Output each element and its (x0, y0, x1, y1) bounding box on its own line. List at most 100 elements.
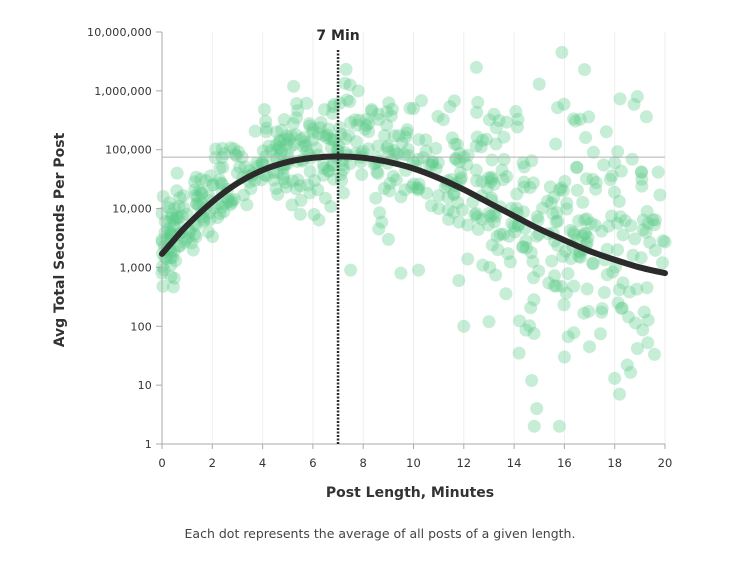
data-point (165, 207, 179, 221)
data-point (449, 151, 463, 165)
data-point (577, 306, 591, 320)
data-point (557, 97, 571, 111)
data-point (420, 186, 434, 200)
data-point (407, 102, 420, 116)
data-point (337, 162, 351, 176)
data-point (317, 161, 331, 175)
data-point (270, 143, 284, 157)
data-point (628, 316, 642, 330)
y-tick-label: 10,000 (112, 203, 152, 216)
data-point (343, 157, 357, 171)
data-point (452, 155, 466, 169)
data-point (611, 296, 625, 310)
data-point (214, 176, 228, 190)
data-point (365, 103, 379, 117)
data-point (640, 281, 654, 295)
data-point (630, 282, 644, 296)
data-point (614, 301, 628, 315)
data-point (372, 113, 386, 127)
data-point (322, 164, 336, 178)
data-point (527, 327, 541, 341)
data-point (185, 236, 199, 250)
data-point (177, 201, 191, 215)
data-point (567, 227, 581, 241)
data-point (490, 230, 504, 244)
data-point (442, 212, 456, 226)
data-point (322, 122, 336, 136)
data-point (361, 142, 375, 156)
data-point (306, 122, 320, 136)
data-point (385, 102, 399, 116)
data-point (635, 172, 649, 186)
data-point (476, 133, 490, 147)
data-point (190, 197, 204, 211)
data-point (544, 196, 558, 210)
data-point (618, 214, 632, 228)
data-point (412, 133, 426, 147)
data-point (484, 175, 498, 189)
data-point (325, 159, 339, 173)
data-point (381, 139, 395, 153)
data-point (523, 181, 537, 195)
data-point (429, 162, 443, 176)
data-point (194, 172, 208, 186)
data-point (307, 174, 321, 188)
data-point (197, 212, 211, 226)
data-point (193, 184, 207, 198)
data-point (382, 184, 396, 198)
data-point (572, 214, 586, 228)
data-point (482, 315, 496, 329)
data-point (164, 251, 178, 265)
data-point (387, 129, 401, 143)
data-point (502, 229, 516, 243)
data-point (351, 84, 365, 98)
data-point (211, 210, 225, 224)
data-point (237, 188, 251, 202)
data-point (479, 132, 493, 146)
data-point (493, 227, 507, 241)
data-point (299, 139, 313, 153)
data-point (653, 188, 667, 202)
data-point (172, 199, 186, 213)
data-point (570, 160, 584, 174)
data-point (424, 199, 438, 213)
data-point (392, 129, 406, 143)
data-point (451, 196, 465, 210)
data-point (412, 177, 426, 191)
data-point (425, 155, 439, 169)
data-point (639, 110, 653, 124)
data-point (530, 210, 544, 224)
data-point (391, 148, 405, 162)
data-point (398, 183, 412, 197)
data-point (589, 182, 603, 196)
data-point (561, 267, 575, 281)
vertical-gridlines (211, 32, 666, 444)
data-point (482, 171, 496, 185)
data-point (432, 202, 446, 216)
data-point (278, 176, 292, 190)
data-point (530, 402, 544, 416)
data-point (299, 144, 313, 158)
data-point (613, 92, 627, 106)
data-point (248, 124, 262, 138)
data-point (170, 184, 184, 198)
data-point (552, 419, 566, 433)
y-tick-label: 100 (130, 320, 152, 333)
data-point (641, 313, 655, 327)
data-point (557, 350, 571, 364)
data-point (497, 152, 511, 166)
data-point (499, 287, 513, 301)
data-point (270, 125, 284, 139)
data-point (495, 163, 509, 177)
data-point (512, 314, 526, 328)
data-point (166, 280, 180, 294)
data-point (189, 170, 203, 184)
data-point (293, 207, 307, 221)
data-point (188, 183, 202, 197)
data-point (326, 100, 340, 114)
data-point (547, 279, 561, 293)
data-point (551, 101, 565, 115)
data-point (289, 182, 303, 196)
y-tick-label: 10 (138, 379, 152, 392)
data-point (556, 249, 570, 263)
